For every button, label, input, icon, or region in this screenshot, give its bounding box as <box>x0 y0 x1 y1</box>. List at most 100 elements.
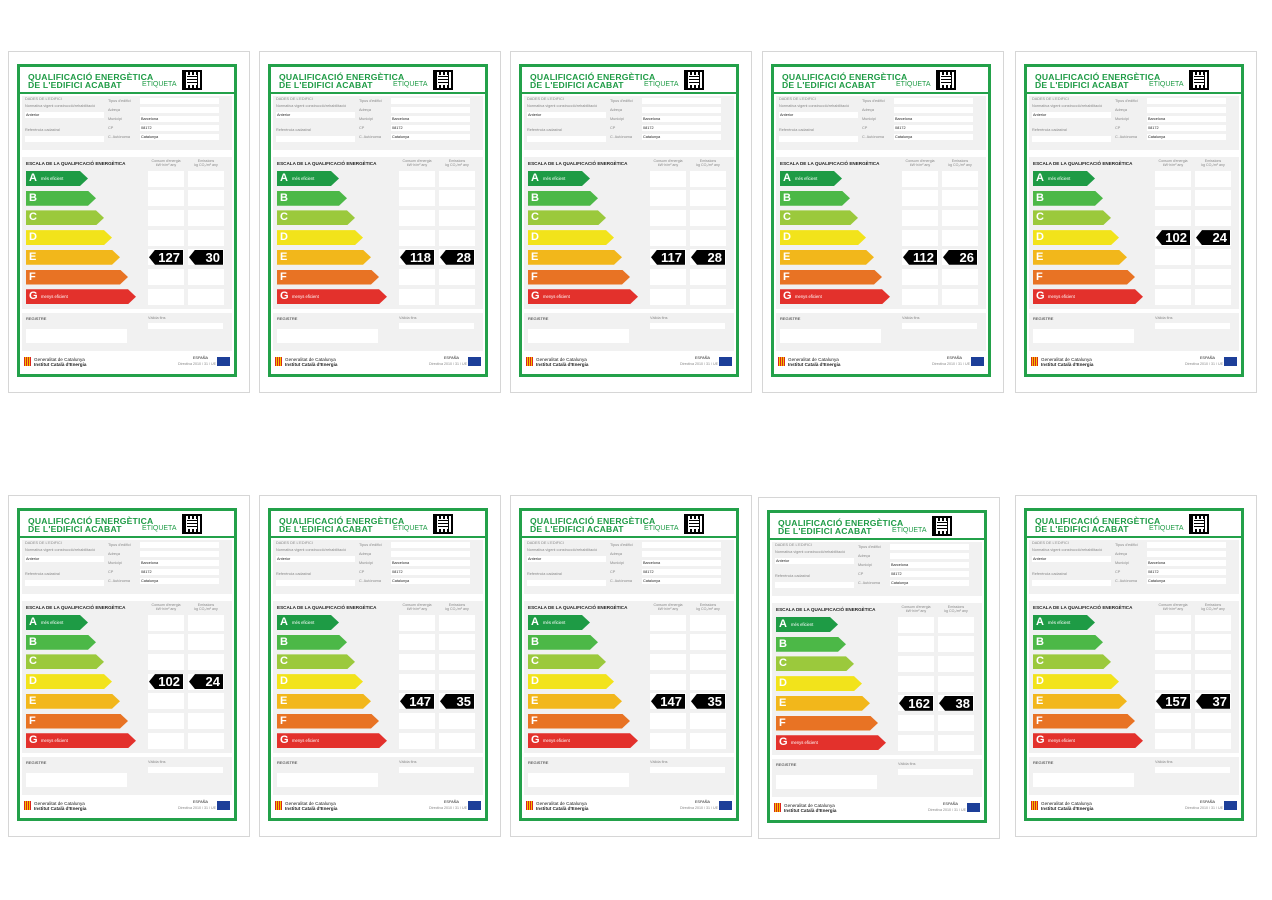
header-divider <box>1027 92 1241 94</box>
registration-section: REGISTRE Vàlida fins <box>1029 757 1239 795</box>
consum-cell <box>902 170 938 187</box>
scale-title: ESCALA DE LA QUALIFICACIÓ ENERGÈTICA <box>26 605 126 610</box>
energy-label-card[interactable]: QUALIFICACIÓ ENERGÈTICA DE L'EDIFICI ACAB… <box>510 51 752 393</box>
energy-label-card[interactable]: QUALIFICACIÓ ENERGÈTICA DE L'EDIFICI ACAB… <box>1015 495 1257 837</box>
grade-letter: E <box>779 696 787 709</box>
label-header: QUALIFICACIÓ ENERGÈTICA DE L'EDIFICI ACAB… <box>271 511 485 537</box>
grade-letter: C <box>783 211 791 224</box>
energy-label-card[interactable]: QUALIFICACIÓ ENERGÈTICA DE L'EDIFICI ACAB… <box>1015 51 1257 393</box>
tipus-label: Tipus d'edifici <box>359 99 382 103</box>
energy-label-card[interactable]: QUALIFICACIÓ ENERGÈTICA DE L'EDIFICI ACAB… <box>259 495 501 837</box>
consum-cell <box>399 713 435 729</box>
grade-bar-b: B <box>1033 635 1103 650</box>
consum-cell <box>1155 614 1191 631</box>
energy-label-card[interactable]: QUALIFICACIÓ ENERGÈTICA DE L'EDIFICI ACAB… <box>259 51 501 393</box>
grade-bar-c: C <box>528 654 606 669</box>
label-etiqueta: ETIQUETA <box>393 525 428 532</box>
label-etiqueta: ETIQUETA <box>896 81 931 88</box>
emissions-cell <box>188 713 224 729</box>
dades-heading: DADES DE L'EDIFICI <box>276 541 313 545</box>
municipi-value: Barcelona <box>894 116 973 122</box>
espanya-label: ESPAÑA <box>946 356 962 360</box>
dades-heading: DADES DE L'EDIFICI <box>1032 97 1069 101</box>
emissions-cell <box>1195 288 1231 305</box>
validesa-value <box>148 767 223 773</box>
generalitat-logo-icon <box>1031 801 1038 810</box>
emissions-header-line2: kg CO₂/m² any <box>194 163 218 167</box>
grade-bar-b: B <box>776 637 846 652</box>
label-header: QUALIFICACIÓ ENERGÈTICA DE L'EDIFICI ACAB… <box>1027 67 1241 93</box>
emissions-cell <box>439 170 475 187</box>
grade-letter: B <box>531 635 539 648</box>
label-frame: QUALIFICACIÓ ENERGÈTICA DE L'EDIFICI ACAB… <box>767 510 987 823</box>
normativa-label: Normativa vigent construcció/rehabilitac… <box>779 104 850 108</box>
cp-value: 08172 <box>140 125 219 131</box>
dades-heading: DADES DE L'EDIFICI <box>527 97 564 101</box>
rating-scale-section: ESCALA DE LA QUALIFICACIÓ ENERGÈTICA Cons… <box>524 601 734 753</box>
emissions-header-line1: Emissions <box>699 603 717 607</box>
generalitat-name: Generalitat de Catalunya <box>1041 357 1092 362</box>
registre-value <box>26 329 127 343</box>
emissions-cell <box>439 634 475 651</box>
grade-worst-caption: menys eficient <box>292 294 319 300</box>
grade-bar-c: C <box>780 210 858 225</box>
consum-value-arrow: 127 <box>149 249 183 265</box>
grade-bar-d: D <box>277 230 363 245</box>
energy-label-card[interactable]: QUALIFICACIÓ ENERGÈTICA DE L'EDIFICI ACAB… <box>762 51 1004 393</box>
grade-letter: A <box>1036 616 1044 628</box>
ca-label: C. Autònoma <box>108 579 130 583</box>
energy-label-card[interactable]: QUALIFICACIÓ ENERGÈTICA DE L'EDIFICI ACAB… <box>8 495 250 837</box>
tipus-value <box>642 542 721 548</box>
consum-cell <box>148 170 184 187</box>
label-frame: QUALIFICACIÓ ENERGÈTICA DE L'EDIFICI ACAB… <box>268 64 488 377</box>
icaen-name: Institut Català d'Energia <box>536 806 589 811</box>
validesa-value <box>1155 767 1230 773</box>
validesa-label: Vàlida fins <box>148 760 166 764</box>
consum-cell <box>148 653 184 670</box>
grade-letter: G <box>783 290 792 303</box>
grade-bar-d: D <box>1033 230 1119 245</box>
grade-letter: G <box>280 290 289 303</box>
label-title-line1: QUALIFICACIÓ ENERGÈTICA <box>778 518 904 528</box>
espanya-label: ESPAÑA <box>1199 356 1215 360</box>
registre-label: REGISTRE <box>528 760 549 765</box>
directiva-label: Directiva 2010 / 31 / UE <box>429 362 467 366</box>
registre-value <box>1033 329 1134 343</box>
grade-letter: D <box>1036 231 1044 244</box>
grade-letter: F <box>29 270 36 283</box>
energy-label-card[interactable]: QUALIFICACIÓ ENERGÈTICA DE L'EDIFICI ACAB… <box>758 497 1000 839</box>
grade-letter: F <box>783 270 790 283</box>
energy-label-card[interactable]: QUALIFICACIÓ ENERGÈTICA DE L'EDIFICI ACAB… <box>8 51 250 393</box>
registre-label: REGISTRE <box>277 316 298 321</box>
consum-cell <box>148 614 184 631</box>
building-data-section: DADES DE L'EDIFICI Normativa vigent const… <box>776 96 986 150</box>
label-footer: Generalitat de Catalunya Institut Català … <box>774 353 988 375</box>
normativa-label: Normativa vigent construcció/rehabilitac… <box>276 548 347 552</box>
grade-letter: D <box>29 675 37 688</box>
consum-header-line1: Consum d'energia <box>653 159 683 163</box>
referencia-value <box>775 582 854 588</box>
energy-label-card[interactable]: QUALIFICACIÓ ENERGÈTICA DE L'EDIFICI ACAB… <box>510 495 752 837</box>
consum-header: Consum d'energia kW·h/m² any <box>1155 603 1191 611</box>
adreca-value <box>890 553 969 559</box>
adreca-value <box>642 107 721 113</box>
grade-letter: G <box>1036 290 1045 303</box>
consum-cell <box>902 209 938 226</box>
registre-value <box>528 329 629 343</box>
validesa-label: Vàlida fins <box>399 316 417 320</box>
qr-code-icon <box>932 516 952 536</box>
municipi-label: Municipi <box>359 561 373 565</box>
label-title-line1: QUALIFICACIÓ ENERGÈTICA <box>782 72 908 82</box>
grade-letter: C <box>1036 211 1044 224</box>
grade-letter: B <box>783 191 791 204</box>
tipus-label: Tipus d'edifici <box>1115 543 1138 547</box>
emissions-cell <box>188 693 224 710</box>
grade-bar-f: F <box>528 714 630 729</box>
grade-letter: A <box>280 172 288 184</box>
consum-cell <box>399 209 435 226</box>
tipus-label: Tipus d'edifici <box>359 543 382 547</box>
generalitat-logo-icon <box>526 801 533 810</box>
